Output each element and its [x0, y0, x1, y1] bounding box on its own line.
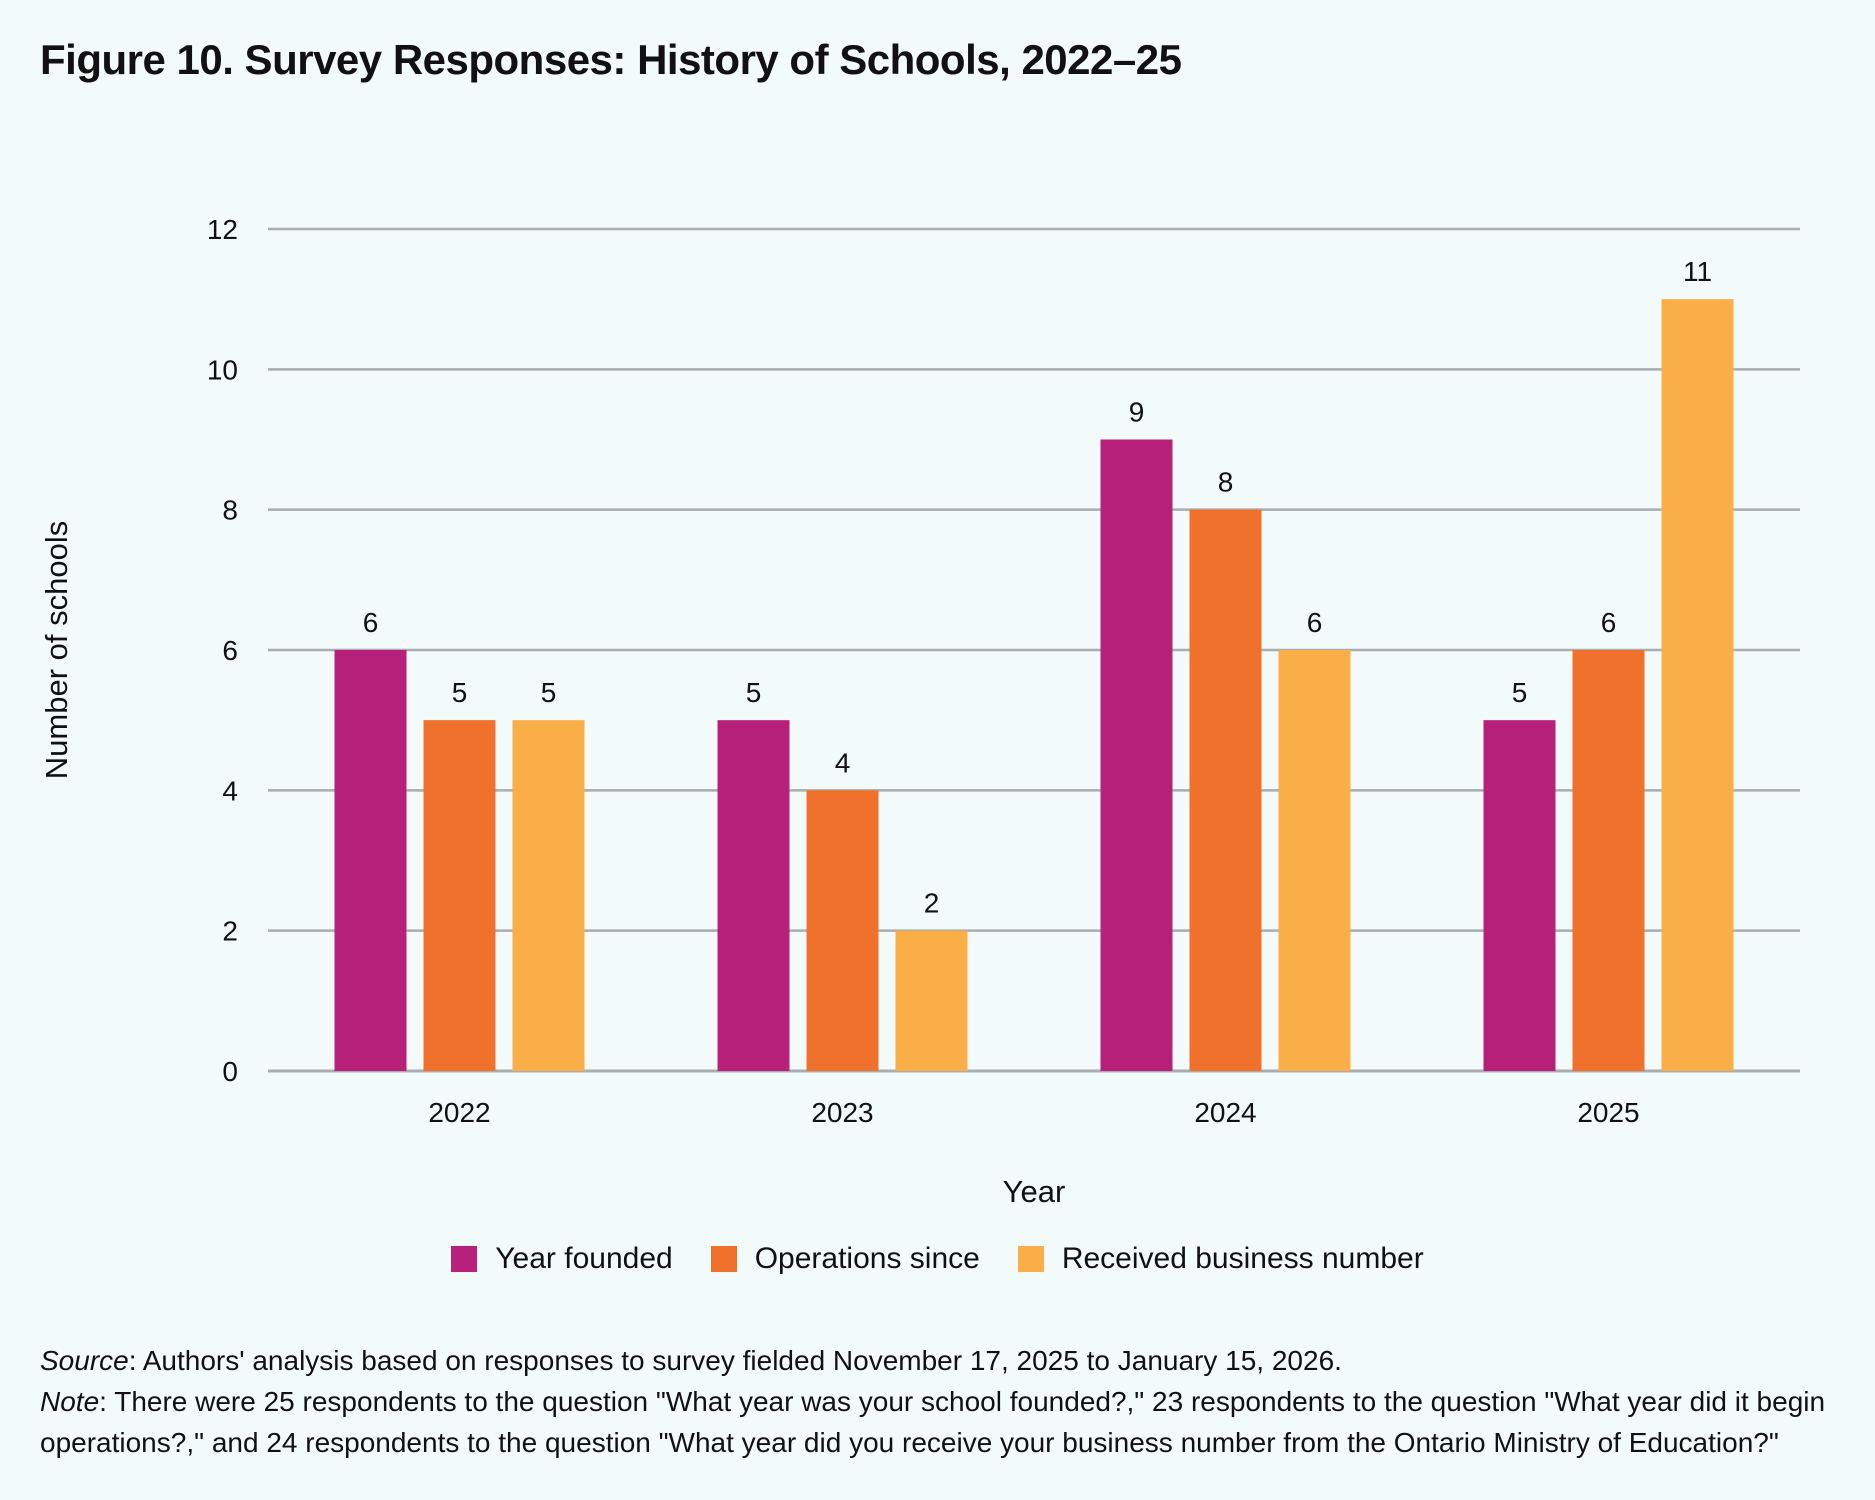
- legend-label: Year founded: [495, 1242, 673, 1275]
- source-text: : Authors' analysis based on responses t…: [128, 1345, 1342, 1376]
- data-label: 5: [746, 677, 762, 708]
- bar: [512, 720, 585, 1071]
- bar: [1483, 720, 1556, 1071]
- source-note: Source: Authors' analysis based on respo…: [40, 1340, 1840, 1381]
- figure-notes: Source: Authors' analysis based on respo…: [40, 1340, 1840, 1463]
- x-tick-label: 2024: [1194, 1097, 1256, 1128]
- y-tick-label: 0: [222, 1056, 238, 1087]
- y-axis-title: Number of schools: [39, 521, 74, 779]
- data-label: 8: [1218, 467, 1234, 498]
- data-label: 9: [1129, 397, 1145, 428]
- bar: [895, 930, 968, 1071]
- y-tick-label: 8: [222, 495, 238, 526]
- bar-chart: 0 2 4 6 8 10 12 6 5 5 5 4 2 9 8 6 5 6 11 2022 2023 2024 2025…: [39, 214, 1800, 1209]
- data-label: 2: [924, 888, 940, 919]
- legend-item: Received business number: [1017, 1242, 1424, 1276]
- bar: [806, 790, 879, 1071]
- bar: [1661, 299, 1734, 1072]
- y-tick-label: 12: [207, 214, 238, 245]
- y-tick-label: 6: [222, 635, 238, 666]
- y-axis-ticks: 0 2 4 6 8 10 12: [207, 214, 238, 1087]
- x-tick-label: 2025: [1577, 1097, 1639, 1128]
- legend-swatch: [710, 1246, 737, 1272]
- bar: [1189, 509, 1262, 1072]
- bar: [423, 720, 496, 1071]
- bars: [334, 299, 1734, 1072]
- note-text-block: Note: There were 25 respondents to the q…: [40, 1381, 1840, 1463]
- legend-swatch: [451, 1246, 478, 1272]
- gridlines: [268, 227, 1800, 1073]
- data-label: 5: [452, 677, 468, 708]
- data-label: 6: [363, 607, 379, 638]
- x-tick-label: 2022: [428, 1097, 490, 1128]
- legend: Year founded Operations since Received bus…: [0, 1242, 1875, 1276]
- x-tick-label: 2023: [811, 1097, 873, 1128]
- x-axis-ticks: 2022 2023 2024 2025: [428, 1097, 1639, 1128]
- bar: [1278, 650, 1351, 1071]
- legend-item: Operations since: [710, 1242, 980, 1276]
- data-label: 4: [835, 747, 851, 778]
- legend-item: Year founded: [451, 1242, 673, 1276]
- note-label: Note: [40, 1386, 100, 1417]
- data-label: 6: [1307, 607, 1323, 638]
- y-tick-label: 10: [207, 354, 238, 385]
- data-label: 6: [1601, 607, 1617, 638]
- legend-swatch: [1017, 1246, 1044, 1272]
- legend-label: Received business number: [1061, 1242, 1424, 1275]
- data-label: 5: [1512, 677, 1528, 708]
- data-label: 5: [541, 677, 557, 708]
- bar: [717, 720, 790, 1071]
- bar: [334, 650, 407, 1071]
- chart-title: Figure 10. Survey Responses: History of …: [40, 36, 1182, 83]
- x-axis-title: Year: [1003, 1174, 1066, 1209]
- data-labels: 6 5 5 5 4 2 9 8 6 5 6 11: [363, 256, 1712, 919]
- y-tick-label: 2: [222, 916, 238, 947]
- note-text: : There were 25 respondents to the quest…: [40, 1386, 1826, 1458]
- data-label: 11: [1683, 256, 1712, 287]
- legend-label: Operations since: [754, 1242, 980, 1275]
- source-label: Source: [40, 1345, 129, 1376]
- bar: [1572, 650, 1645, 1071]
- bar: [1100, 439, 1173, 1071]
- y-tick-label: 4: [222, 775, 238, 806]
